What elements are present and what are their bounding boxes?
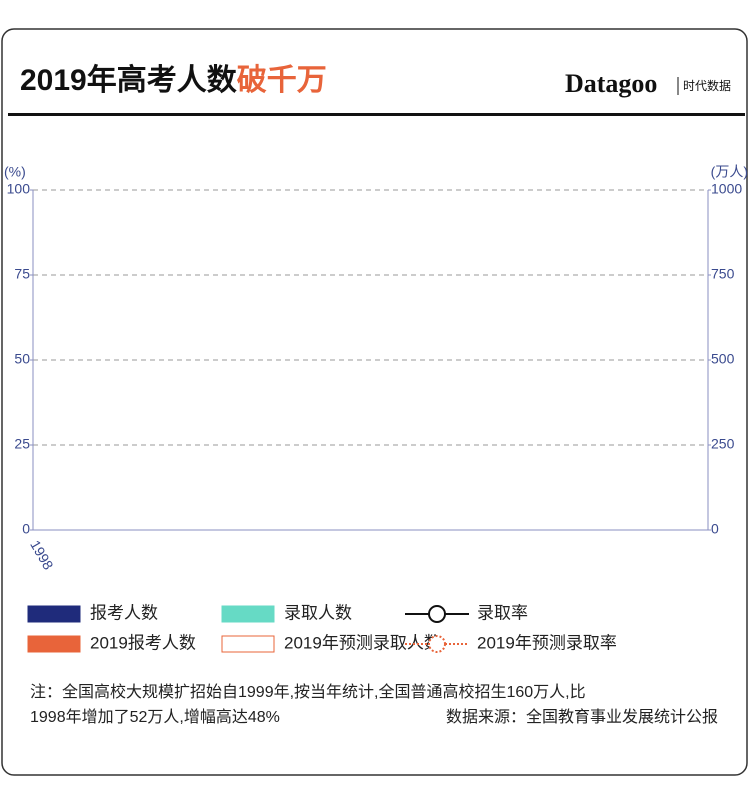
header-rule [8, 113, 745, 116]
title-highlight: 破千万 [237, 64, 327, 97]
note-line2: 1998年增加了52万人,增幅高达48% [30, 708, 280, 726]
legend-marker [428, 605, 446, 623]
legend-swatch [27, 605, 81, 623]
y2-tick-label: 0 [711, 521, 719, 537]
y2-tick-label: 250 [711, 436, 735, 452]
legend-label: 录取人数 [284, 603, 352, 622]
y-tick-label: 75 [14, 266, 30, 282]
brand: Datagoo [565, 69, 657, 98]
note-line1: 注：全国高校大规模扩招始自1999年,按当年统计,全国普通高校招生160万人,比 [30, 683, 586, 701]
y2-axis-label: (万人) [711, 164, 748, 180]
y2-tick-label: 500 [711, 351, 735, 367]
legend-label: 2019报考人数 [90, 633, 196, 652]
y-tick-label: 25 [14, 436, 30, 452]
source-text: 数据来源：全国教育事业发展统计公报 [446, 708, 718, 726]
legend-label: 报考人数 [90, 603, 158, 622]
legend-swatch [27, 635, 81, 653]
legend-marker [428, 635, 446, 653]
y-axis-label: (%) [4, 164, 26, 180]
y-tick-label: 100 [7, 181, 31, 197]
title-main: 2019年高考人数 [20, 64, 238, 97]
legend-label: 2019年预测录取人数 [284, 633, 441, 652]
y2-tick-label: 750 [711, 266, 735, 282]
y-tick-label: 0 [22, 521, 30, 537]
legend-swatch [221, 605, 275, 623]
y-tick-label: 50 [14, 351, 30, 367]
y2-tick-label: 1000 [711, 181, 742, 197]
legend-label: 2019年预测录取率 [477, 633, 617, 652]
legend-swatch [221, 635, 275, 653]
title: 2019年高考人数破千万 [20, 64, 327, 97]
frame [1, 28, 748, 776]
legend-label: 录取率 [477, 603, 528, 622]
brand-sub: 时代数据 [683, 78, 731, 93]
